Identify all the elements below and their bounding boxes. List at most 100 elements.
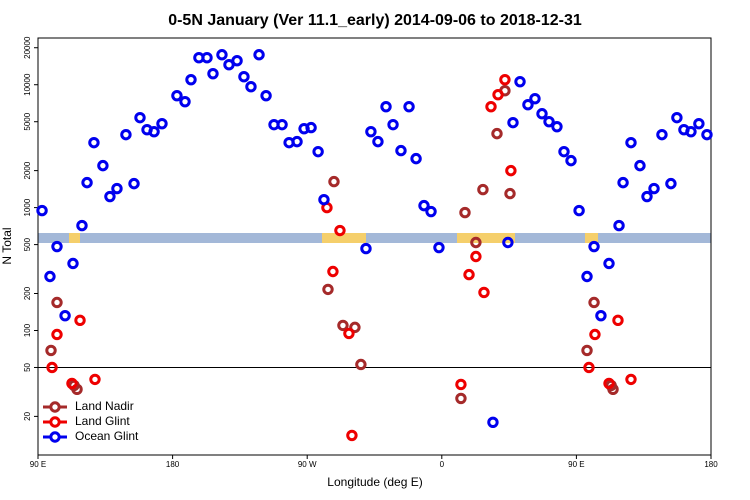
marker (589, 328, 601, 341)
marker (318, 193, 330, 206)
marker (487, 416, 499, 429)
marker (603, 377, 615, 390)
x-tick-label: 90 W (298, 460, 317, 469)
marker (470, 236, 482, 249)
chart-title: 0-5N January (Ver 11.1_early) 2014-09-06… (168, 12, 582, 29)
marker (66, 377, 78, 390)
marker (387, 118, 399, 131)
marker (291, 135, 303, 148)
marker (67, 257, 79, 270)
ocean-strip (38, 233, 711, 243)
marker (201, 52, 213, 64)
marker (372, 135, 384, 148)
marker (595, 309, 607, 322)
marker (322, 283, 334, 296)
marker (97, 159, 109, 172)
marker (253, 49, 265, 61)
marker (276, 118, 288, 131)
marker (185, 73, 197, 86)
marker (581, 270, 593, 283)
marker (504, 187, 516, 200)
marker (231, 55, 243, 67)
marker (312, 145, 324, 158)
marker (395, 144, 407, 157)
x-axis-label: Longitude (deg E) (327, 475, 422, 489)
marker (459, 206, 471, 219)
marker (337, 319, 349, 332)
marker (505, 164, 517, 177)
series (46, 73, 637, 442)
marker (59, 309, 71, 322)
plot-frame (37, 37, 712, 456)
marker (455, 392, 467, 405)
y-tick-label: 2000 (23, 161, 32, 179)
marker (612, 314, 624, 327)
marker (625, 136, 637, 149)
marker (529, 92, 541, 105)
marker (641, 190, 653, 203)
marker (207, 67, 219, 80)
marker (111, 182, 123, 195)
marker (365, 125, 377, 138)
y-tick-label: 100 (23, 323, 32, 337)
y-tick-label: 200 (23, 286, 32, 300)
marker (305, 121, 317, 134)
marker (74, 314, 86, 327)
marker (588, 296, 600, 309)
marker (104, 190, 116, 203)
series (36, 49, 713, 429)
marker (581, 344, 593, 357)
x-tick-label: 180 (704, 460, 718, 469)
marker (671, 111, 683, 124)
marker (470, 250, 482, 263)
marker (328, 175, 340, 188)
marker (463, 268, 475, 281)
y-tick-label: 20 (23, 411, 32, 420)
marker (665, 177, 677, 190)
marker (238, 71, 250, 83)
land-patch (585, 233, 598, 243)
marker (603, 257, 615, 270)
marker (499, 73, 511, 86)
marker (477, 183, 489, 196)
marker (260, 89, 272, 102)
marker (613, 219, 625, 232)
marker (403, 100, 415, 113)
marker (343, 327, 355, 340)
marker (455, 378, 467, 391)
marker (334, 224, 346, 237)
marker (134, 111, 146, 124)
x-tick-label: 90 E (30, 460, 46, 469)
marker (565, 154, 577, 167)
marker (536, 108, 548, 120)
marker (355, 358, 367, 371)
marker (216, 49, 228, 61)
land-patch (457, 233, 515, 243)
marker (46, 361, 58, 374)
marker (81, 176, 93, 189)
marker (36, 204, 48, 217)
marker (617, 176, 629, 189)
marker (120, 128, 132, 141)
marker (514, 75, 526, 88)
marker (327, 265, 339, 278)
marker (425, 205, 437, 218)
marker (558, 145, 570, 158)
marker (45, 344, 57, 357)
marker (88, 136, 100, 149)
x-tick-label: 90 E (568, 460, 584, 469)
marker (543, 115, 555, 128)
marker (551, 120, 563, 133)
marker (648, 182, 660, 195)
y-tick-label: 10000 (23, 73, 32, 96)
marker (656, 128, 668, 141)
land-patch (322, 233, 366, 243)
y-tick-label: 50 (23, 362, 32, 371)
legend-marker (49, 416, 61, 428)
marker (478, 286, 490, 299)
land-patch (69, 233, 80, 243)
marker (148, 125, 160, 138)
marker (418, 199, 430, 212)
marker (44, 270, 56, 283)
marker (433, 241, 445, 254)
